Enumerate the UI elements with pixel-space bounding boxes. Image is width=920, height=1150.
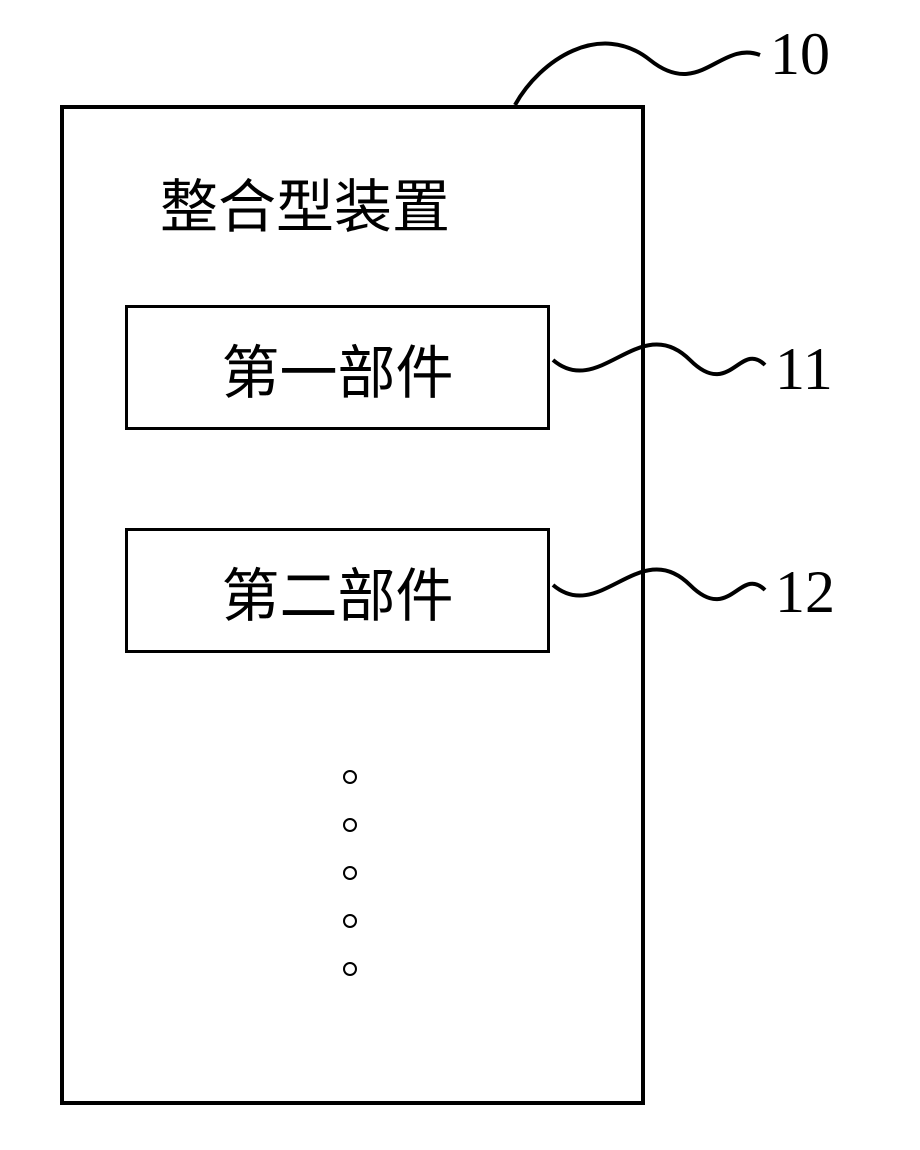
ellipsis-dot (343, 818, 357, 832)
ref-label-12: 12 (775, 558, 835, 627)
ellipsis-dot (343, 962, 357, 976)
diagram-canvas: 整合型装置 10 第一部件 11 第二部件 12 (0, 0, 920, 1150)
ellipsis-dot (343, 866, 357, 880)
ellipsis-dot (343, 914, 357, 928)
ellipsis-dot (343, 770, 357, 784)
